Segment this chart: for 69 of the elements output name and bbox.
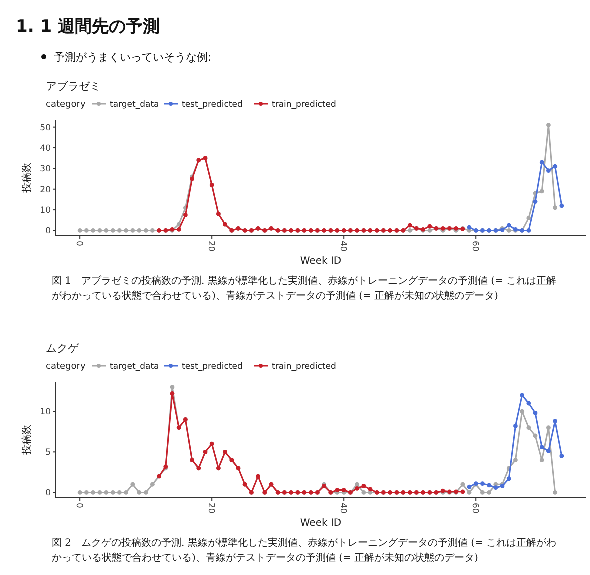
x-tick-label: 40 bbox=[338, 241, 348, 252]
y-tick-label: 30 bbox=[40, 164, 51, 175]
legend-label: target_data bbox=[110, 362, 160, 372]
point bbox=[335, 488, 340, 492]
y-tick-label: 20 bbox=[40, 185, 51, 196]
point bbox=[355, 486, 360, 491]
point bbox=[546, 449, 551, 454]
x-tick-label: 0 bbox=[74, 241, 84, 246]
y-tick-label: 0 bbox=[46, 226, 51, 237]
legend-title: category bbox=[46, 100, 86, 110]
point bbox=[408, 223, 412, 228]
point bbox=[553, 164, 558, 169]
point bbox=[170, 392, 175, 396]
point bbox=[553, 419, 558, 424]
legend-label: target_data bbox=[110, 100, 160, 110]
legend-label: train_predicted bbox=[272, 362, 336, 372]
x-axis-title: Week ID bbox=[300, 518, 342, 529]
point bbox=[460, 490, 466, 494]
y-tick-label: 5 bbox=[46, 448, 51, 458]
legend-label: test_predicted bbox=[182, 362, 243, 372]
point bbox=[533, 200, 538, 204]
x-tick-label: 60 bbox=[470, 503, 480, 514]
point bbox=[454, 226, 459, 231]
x-tick-label: 20 bbox=[206, 241, 216, 252]
y-tick-label: 10 bbox=[40, 408, 51, 418]
x-tick-label: 40 bbox=[338, 503, 348, 514]
y-axis-title: 投稿数 bbox=[21, 163, 33, 194]
chart-title: ムクゲ bbox=[46, 342, 80, 355]
point bbox=[546, 168, 551, 173]
y-tick-label: 40 bbox=[40, 144, 51, 154]
caption: 図 1 アブラゼミの投稿数の予測. 黒線が標準化した実測値、赤線がトレーニングデータの予測値 (= これは正解がわかっている状態で合わせている)、青線がテストデータの予測値 (= 正解が未知の状態のデータ) bbox=[52, 275, 557, 302]
point bbox=[480, 482, 485, 486]
point bbox=[540, 160, 544, 165]
point bbox=[428, 224, 432, 229]
point bbox=[183, 213, 188, 218]
point bbox=[506, 223, 512, 228]
point bbox=[560, 454, 564, 458]
point bbox=[560, 204, 564, 208]
chart-title: アブラゼミ bbox=[46, 80, 101, 93]
text: 予測がうまくいっていそうな例: bbox=[54, 51, 212, 64]
y-tick-label: 0 bbox=[46, 488, 51, 499]
text: 1. 1 週間先の予測 bbox=[16, 17, 160, 37]
point bbox=[176, 227, 182, 232]
point bbox=[526, 228, 532, 233]
point bbox=[487, 483, 492, 488]
point bbox=[368, 487, 373, 492]
point bbox=[362, 484, 366, 488]
x-tick-label: 60 bbox=[470, 241, 480, 252]
point bbox=[526, 401, 532, 406]
x-axis-title: Week ID bbox=[300, 256, 342, 267]
point bbox=[342, 488, 346, 492]
y-tick-label: 50 bbox=[40, 123, 51, 134]
legend-title: category bbox=[46, 362, 86, 372]
point bbox=[540, 445, 544, 450]
point bbox=[514, 424, 518, 428]
point bbox=[506, 476, 512, 482]
point bbox=[520, 393, 525, 398]
y-tick-label: 10 bbox=[40, 206, 51, 216]
legend-label: test_predicted bbox=[182, 100, 243, 110]
x-tick-label: 0 bbox=[74, 503, 84, 508]
point bbox=[494, 486, 498, 490]
y-axis-title: 投稿数 bbox=[21, 425, 33, 456]
point bbox=[440, 226, 446, 231]
x-tick-label: 20 bbox=[206, 503, 216, 514]
point bbox=[533, 411, 538, 416]
legend-label: train_predicted bbox=[272, 100, 336, 110]
point bbox=[467, 484, 472, 490]
point bbox=[467, 225, 472, 230]
caption: 図 2 ムクゲの投稿数の予測. 黒線が標準化した実測値、赤線がトレーニングデータの予測値 (= これは正解がわかっている状態で合わせている)、青線がテストデータの予測値 (= 正解が未知の状態のデータ) bbox=[52, 537, 557, 564]
